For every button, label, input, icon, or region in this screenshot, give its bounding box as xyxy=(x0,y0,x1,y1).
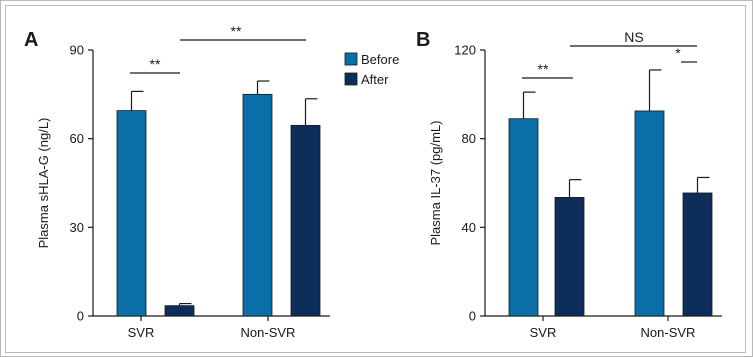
panel-b-x-tick-label: SVR xyxy=(530,325,557,340)
panel-b: 0 40 80 120 SVR Non-SVR Plasma IL-37 (pg/mL) B *… xyxy=(416,29,722,340)
panel-a-x-tick-label: SVR xyxy=(128,325,155,340)
legend-swatch-after xyxy=(344,72,358,86)
panel-b-bar-after-1 xyxy=(682,192,713,317)
panel-b-y-tick-label: 40 xyxy=(462,220,476,235)
panel-a-bar-before-1 xyxy=(242,93,273,317)
legend-swatch-before xyxy=(344,52,358,66)
panel-b-significance-label: NS xyxy=(624,29,643,45)
legend: Before After xyxy=(344,52,399,87)
panel-b-bar-before-1 xyxy=(634,110,665,317)
panel-a: 0 30 60 90 SVR Non-SVR Plasma sHLA-G (ng/L) A **… xyxy=(24,23,330,340)
panel-a-significance-label: ** xyxy=(231,23,242,39)
panel-a-bar-before-0 xyxy=(116,110,147,317)
panel-b-y-tick-label: 0 xyxy=(469,309,476,324)
panel-a-bar-after-1 xyxy=(290,124,321,317)
panel-b-significance-label: * xyxy=(675,45,681,61)
panel-b-y-tick-label: 80 xyxy=(462,131,476,146)
panel-b-y-axis-title: Plasma IL-37 (pg/mL) xyxy=(428,121,443,246)
panel-a-y-tick-label: 0 xyxy=(77,309,84,324)
panel-a-x-tick-label: Non-SVR xyxy=(241,325,296,340)
panel-a-y-tick-label: 30 xyxy=(70,220,84,235)
legend-label-after: After xyxy=(361,72,389,87)
panel-b-bar-after-0 xyxy=(554,197,585,317)
panel-a-letter: A xyxy=(24,29,38,51)
panel-b-letter: B xyxy=(416,29,430,51)
legend-label-before: Before xyxy=(361,52,399,67)
panel-a-y-tick-label: 90 xyxy=(70,43,84,58)
panel-b-x-tick-label: Non-SVR xyxy=(641,325,696,340)
panel-a-significance-label: ** xyxy=(150,56,161,72)
panel-b-y-tick-label: 120 xyxy=(454,43,476,58)
panel-a-y-tick-label: 60 xyxy=(70,131,84,146)
panel-a-bar-after-0 xyxy=(164,305,195,317)
panel-b-significance-label: ** xyxy=(538,61,549,77)
panel-a-y-axis-title: Plasma sHLA-G (ng/L) xyxy=(36,118,51,249)
figure-inner-border xyxy=(5,5,746,353)
panel-b-bar-before-0 xyxy=(508,118,539,317)
